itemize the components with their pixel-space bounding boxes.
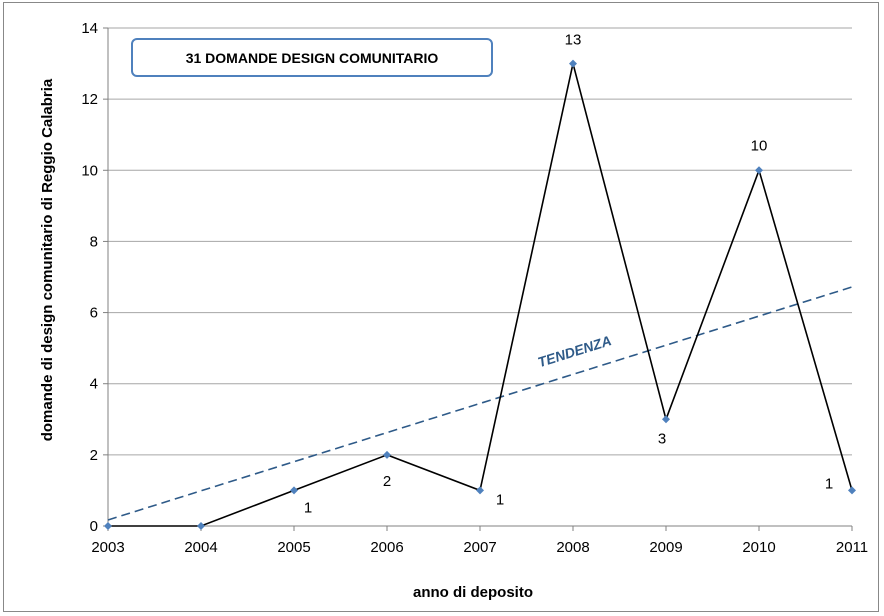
x-tick-label-2011: 2011 [836,539,868,556]
y-tick-label-8: 8 [90,233,98,250]
labels-group: 1 2 1 13 3 10 1 [304,32,833,517]
x-tick-label-2006: 2006 [370,539,403,556]
data-point-2004 [197,522,205,530]
y-axis-title: domande di design comunitario di Reggio … [39,78,56,441]
data-point-2003 [104,522,112,530]
x-tick-label-2005: 2005 [277,539,310,556]
y-tick-label-10: 10 [81,162,98,179]
x-axis-title: anno di deposito [413,584,533,601]
chart-title: 31 DOMANDE DESIGN COMUNITARIO [186,50,439,66]
x-tick-label-2010: 2010 [742,539,775,556]
data-point-2005 [290,486,298,495]
x-tick-label-2008: 2008 [556,539,589,556]
data-point-2008 [569,59,577,68]
data-point-2007 [476,486,484,495]
trendline [107,286,853,521]
y-tick-label-6: 6 [90,305,98,322]
data-label-2009: 3 [658,430,666,447]
x-tick-label-2009: 2009 [649,539,682,556]
x-tick-label-2003: 2003 [91,539,124,556]
gridlines [108,27,852,456]
chart-title-box: 31 DOMANDE DESIGN COMUNITARIO [131,38,493,77]
y-tick-label-0: 0 [90,518,98,535]
trendline-group: TENDENZA [107,286,853,521]
data-label-2008: 13 [565,32,582,49]
data-point-2011 [848,486,856,495]
y-tick-label-2: 2 [90,447,98,464]
data-label-2005: 1 [304,499,312,516]
y-tick-label-4: 4 [90,376,98,393]
data-label-2007: 1 [496,491,504,508]
y-tick-label-14: 14 [81,20,98,37]
chart-title-frame [131,38,493,77]
data-label-2011: 1 [825,475,833,492]
series-line-0 [108,63,853,527]
x-tick-label-2007: 2007 [463,539,496,556]
x-tick-label-2004: 2004 [184,539,217,556]
chart-frame: 0 2 4 6 8 10 12 14 2003 2004 2005 2006 2007 2008 2009 2… [3,2,879,612]
data-point-2006 [383,450,391,459]
series-group [104,59,856,530]
data-point-2009 [662,415,670,424]
data-point-2010 [755,166,763,175]
y-tick-label-12: 12 [81,91,98,108]
trendline-label: TENDENZA [536,332,614,370]
data-label-2006: 2 [383,473,391,490]
data-label-2010: 10 [751,137,768,154]
